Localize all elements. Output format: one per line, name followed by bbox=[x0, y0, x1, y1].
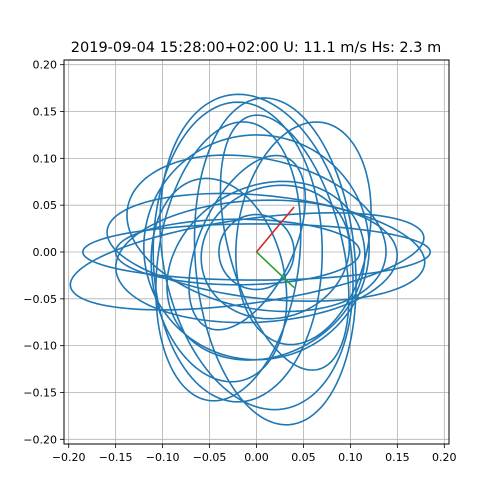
orbit-line bbox=[115, 199, 398, 324]
x-axis: −0.20 −0.15 −0.10 −0.05 0.00 0.05 0.10 0.15 0.20 bbox=[52, 444, 457, 464]
x-tick-label: −0.15 bbox=[99, 451, 133, 464]
orbit-line bbox=[126, 154, 387, 313]
orbit-line bbox=[166, 180, 366, 361]
y-tick-label: 0.05 bbox=[33, 199, 58, 212]
x-tick-label: −0.20 bbox=[52, 451, 86, 464]
y-tick-label: 0.10 bbox=[33, 152, 58, 165]
orbit-line bbox=[159, 93, 354, 411]
orbit-line bbox=[152, 101, 324, 403]
orbit-line bbox=[81, 223, 432, 281]
x-tick-label: 0.05 bbox=[291, 451, 316, 464]
chart-title: 2019-09-04 15:28:00+02:00 U: 11.1 m/s Hs… bbox=[71, 40, 441, 56]
orbit-line bbox=[150, 177, 288, 383]
orbit-line bbox=[143, 134, 370, 361]
y-tick-label: 0.15 bbox=[33, 106, 58, 119]
orbit-line bbox=[155, 121, 302, 402]
velocity-arrows bbox=[255, 206, 295, 289]
x-tick-label: −0.10 bbox=[146, 451, 180, 464]
y-tick-label: −0.20 bbox=[23, 433, 57, 446]
orbit-series bbox=[69, 93, 432, 426]
y-tick-label: −0.15 bbox=[23, 386, 57, 399]
y-tick-label: −0.10 bbox=[23, 340, 57, 353]
vector-line bbox=[255, 206, 295, 253]
x-tick-label: 0.15 bbox=[385, 451, 410, 464]
x-tick-label: 0.20 bbox=[432, 451, 457, 464]
orbit-line bbox=[188, 154, 307, 331]
orbit-line bbox=[200, 184, 351, 320]
x-tick-label: −0.05 bbox=[193, 451, 227, 464]
orbit-line bbox=[69, 212, 425, 311]
y-axis: 0.20 0.15 0.10 0.05 0.00 −0.05 −0.10 −0.15 −0.20 bbox=[23, 59, 64, 446]
orbit-line bbox=[235, 121, 372, 346]
y-tick-label: 0.00 bbox=[33, 246, 58, 259]
y-tick-label: 0.20 bbox=[33, 59, 58, 72]
orbit-line bbox=[218, 213, 295, 291]
y-tick-label: −0.05 bbox=[23, 293, 57, 306]
orbit-line bbox=[193, 97, 357, 426]
orbit-line bbox=[114, 218, 361, 286]
x-tick-label: 0.10 bbox=[338, 451, 363, 464]
vector-line bbox=[255, 251, 295, 289]
x-tick-label: 0.00 bbox=[244, 451, 269, 464]
